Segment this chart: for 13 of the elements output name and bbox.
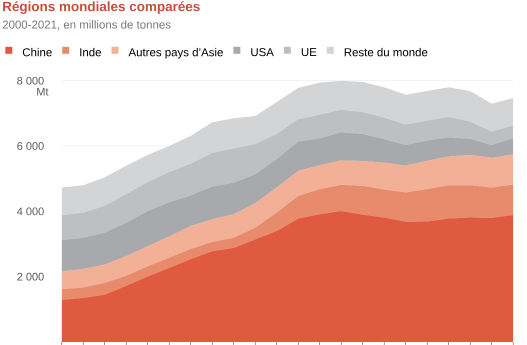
chart-subtitle: 2000-2021, en millions de tonnes [2, 20, 171, 30]
legend-label: Chine [22, 48, 52, 56]
chart-title: Régions mondiales comparées [3, 1, 200, 14]
y-tick-label: 4 000 [17, 207, 44, 216]
y-tick-label: 8 000 [17, 76, 44, 85]
legend-label: Inde [80, 48, 101, 56]
y-tick-label: 6 000 [17, 142, 44, 150]
legend-label: Reste du monde [344, 48, 428, 56]
legend-label: Autres pays d’Asie [128, 48, 223, 59]
y-tick-label: 2 000 [17, 272, 44, 281]
legend-label: USA [251, 48, 274, 56]
y-axis-title: Mt [37, 88, 48, 96]
legend-label: UE [302, 48, 316, 56]
